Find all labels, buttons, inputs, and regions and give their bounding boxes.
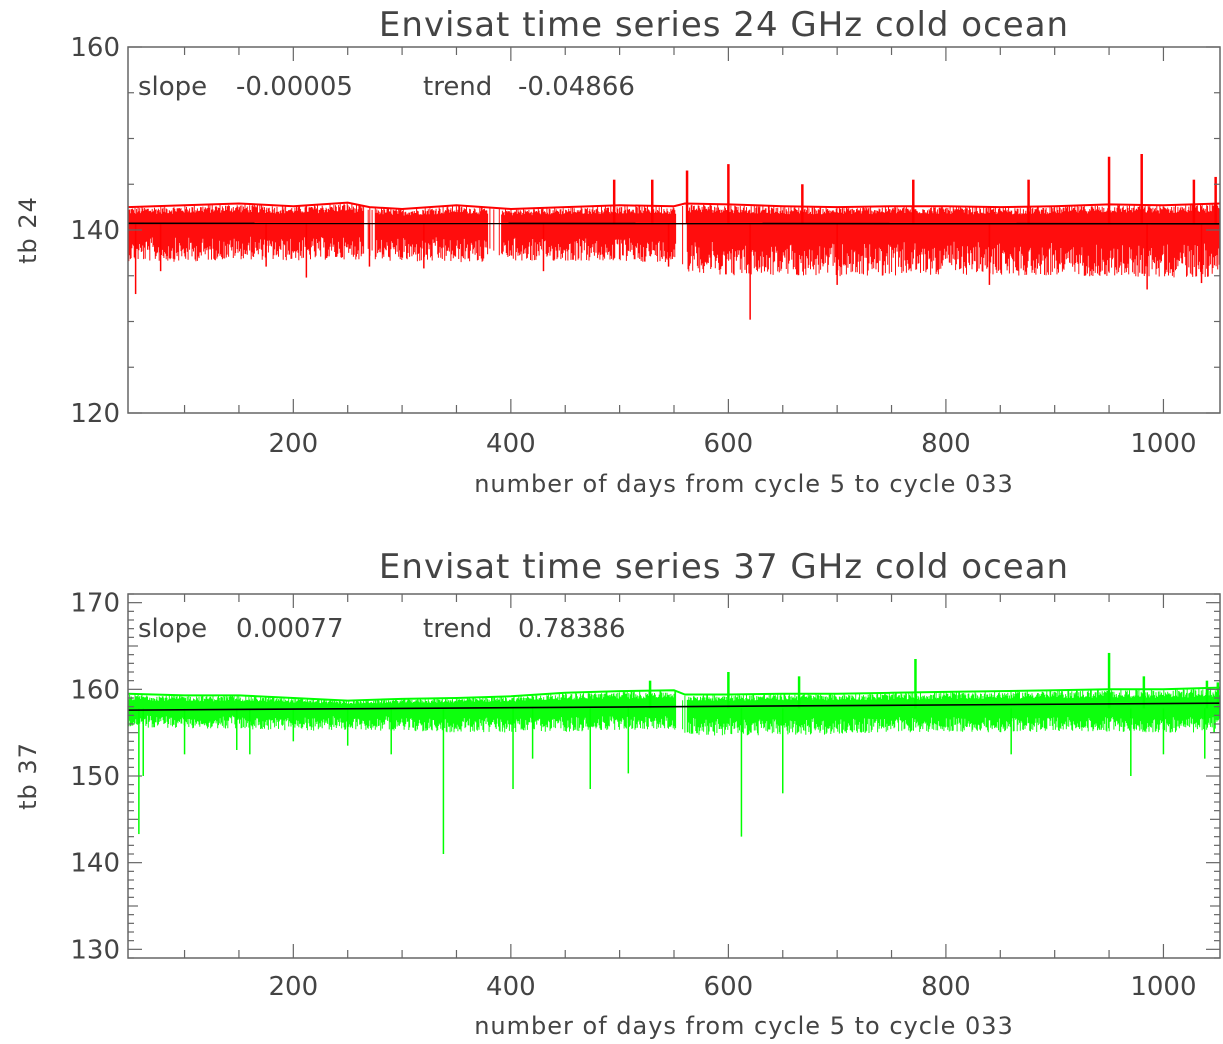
y-tick-label: 160 bbox=[70, 675, 120, 705]
x-tick-label: 200 bbox=[269, 429, 319, 459]
y-axis-label: tb 37 bbox=[14, 742, 42, 810]
x-tick-label: 1000 bbox=[1130, 972, 1196, 1002]
y-axis: 130 140 150 160 170 tb 37 bbox=[14, 589, 1220, 966]
slope-label: slope bbox=[138, 614, 207, 644]
panel-37ghz: Envisat time series 37 GHz cold ocean 200… bbox=[14, 547, 1220, 1040]
y-tick-label: 160 bbox=[70, 33, 120, 63]
x-tick-label: 800 bbox=[921, 429, 971, 459]
x-tick-label: 600 bbox=[704, 429, 754, 459]
slope-label: slope bbox=[138, 72, 207, 102]
slope-trend-annotation: slope -0.00005 trend -0.04866 bbox=[138, 72, 635, 102]
x-tick-label: 400 bbox=[486, 972, 536, 1002]
y-tick-label: 120 bbox=[70, 399, 120, 429]
y-axis-label: tb 24 bbox=[14, 196, 42, 264]
panel-24ghz: Envisat time series 24 GHz cold ocean 200… bbox=[14, 5, 1220, 498]
trend-label: trend bbox=[423, 614, 492, 644]
x-tick-label: 200 bbox=[269, 972, 319, 1002]
chart-title: Envisat time series 37 GHz cold ocean bbox=[379, 547, 1069, 587]
x-axis-label: number of days from cycle 5 to cycle 033 bbox=[474, 1012, 1014, 1040]
x-axis: 200 400 600 800 1000 number of days from cycl… bbox=[185, 594, 1197, 1040]
series-0 bbox=[128, 154, 1220, 320]
y-tick-label: 140 bbox=[70, 216, 120, 246]
x-tick-label: 400 bbox=[486, 429, 536, 459]
plot-frame bbox=[128, 594, 1220, 958]
series-noise-band bbox=[128, 204, 1220, 278]
series-0 bbox=[128, 653, 1220, 854]
y-tick-label: 150 bbox=[70, 762, 120, 792]
slope-value: 0.00077 bbox=[236, 614, 344, 644]
x-axis-label: number of days from cycle 5 to cycle 033 bbox=[474, 470, 1014, 498]
x-tick-label: 1000 bbox=[1130, 429, 1196, 459]
y-tick-label: 130 bbox=[70, 935, 120, 965]
x-tick-label: 600 bbox=[704, 972, 754, 1002]
y-tick-label: 140 bbox=[70, 849, 120, 879]
series-noise-band bbox=[128, 688, 1220, 735]
trend-value: 0.78386 bbox=[518, 614, 626, 644]
slope-value: -0.00005 bbox=[236, 72, 353, 102]
y-tick-label: 170 bbox=[70, 589, 120, 619]
trend-label: trend bbox=[423, 72, 492, 102]
x-tick-label: 800 bbox=[921, 972, 971, 1002]
chart-title: Envisat time series 24 GHz cold ocean bbox=[379, 5, 1069, 45]
trend-value: -0.04866 bbox=[518, 72, 635, 102]
slope-trend-annotation: slope 0.00077 trend 0.78386 bbox=[138, 614, 626, 644]
